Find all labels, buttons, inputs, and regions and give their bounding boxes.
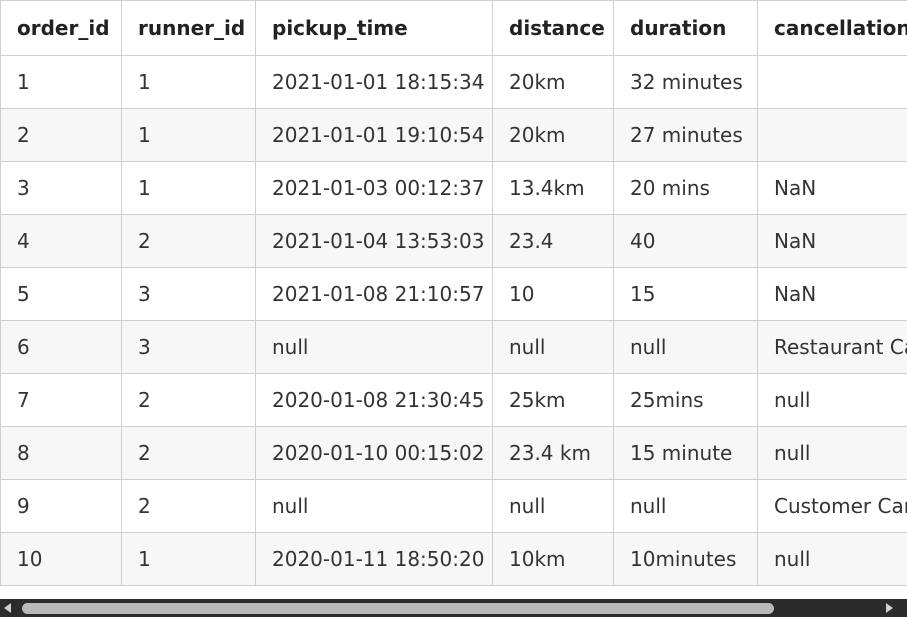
cell-pickup-time: null [255,479,493,533]
cell-duration: 40 [613,214,758,268]
cell-order-id: 8 [0,426,122,480]
cell-cancellation: Customer Cancellation [757,479,907,533]
cell-duration: 32 minutes [613,55,758,109]
cell-distance: 20km [492,108,614,162]
cell-duration: 20 mins [613,161,758,215]
cell-distance: 25km [492,373,614,427]
column-header-runner-id[interactable]: runner_id [121,0,256,56]
cell-distance: null [492,320,614,374]
cell-runner-id: 2 [121,426,256,480]
table-row: 7 2 2020-01-08 21:30:45 25km 25mins null [0,373,907,427]
cell-duration: 27 minutes [613,108,758,162]
cell-pickup-time: 2021-01-01 18:15:34 [255,55,493,109]
column-header-duration[interactable]: duration [613,0,758,56]
table-row: 10 1 2020-01-11 18:50:20 10km 10minutes … [0,532,907,586]
cell-runner-id: 1 [121,532,256,586]
table-row: 9 2 null null null Customer Cancellation [0,479,907,533]
cell-cancellation: NaN [757,161,907,215]
cell-duration: 25mins [613,373,758,427]
cell-duration: 15 minute [613,426,758,480]
cell-distance: 13.4km [492,161,614,215]
table-row: 6 3 null null null Restaurant Cancellati… [0,320,907,374]
cell-pickup-time: 2020-01-08 21:30:45 [255,373,493,427]
cell-order-id: 10 [0,532,122,586]
column-header-distance[interactable]: distance [492,0,614,56]
table-row: 5 3 2021-01-08 21:10:57 10 15 NaN [0,267,907,321]
runner-orders-table: order_id runner_id pickup_time distance … [0,0,907,586]
cell-cancellation: NaN [757,267,907,321]
cell-runner-id: 1 [121,161,256,215]
cell-distance: 23.4 [492,214,614,268]
cell-order-id: 7 [0,373,122,427]
cell-pickup-time: 2021-01-04 13:53:03 [255,214,493,268]
cell-pickup-time: 2020-01-11 18:50:20 [255,532,493,586]
cell-runner-id: 2 [121,479,256,533]
cell-runner-id: 1 [121,108,256,162]
cell-order-id: 4 [0,214,122,268]
cell-pickup-time: 2021-01-08 21:10:57 [255,267,493,321]
cell-duration: 10minutes [613,532,758,586]
cell-runner-id: 2 [121,214,256,268]
cell-runner-id: 2 [121,373,256,427]
cell-distance: 23.4 km [492,426,614,480]
scrollbar-thumb[interactable] [22,603,774,614]
cell-cancellation: null [757,426,907,480]
cell-cancellation [757,108,907,162]
column-header-order-id[interactable]: order_id [0,0,122,56]
horizontal-scrollbar[interactable] [0,599,907,617]
column-header-cancellation[interactable]: cancellation [757,0,907,56]
cell-pickup-time: 2020-01-10 00:15:02 [255,426,493,480]
cell-distance: 10km [492,532,614,586]
cell-runner-id: 1 [121,55,256,109]
cell-duration: null [613,320,758,374]
table-row: 1 1 2021-01-01 18:15:34 20km 32 minutes [0,55,907,109]
chevron-left-icon[interactable] [4,603,11,613]
cell-distance: 10 [492,267,614,321]
table-row: 2 1 2021-01-01 19:10:54 20km 27 minutes [0,108,907,162]
cell-pickup-time: 2021-01-03 00:12:37 [255,161,493,215]
cell-runner-id: 3 [121,267,256,321]
cell-pickup-time: null [255,320,493,374]
cell-order-id: 3 [0,161,122,215]
cell-order-id: 5 [0,267,122,321]
cell-cancellation: NaN [757,214,907,268]
cell-duration: null [613,479,758,533]
cell-cancellation: Restaurant Cancellation [757,320,907,374]
cell-cancellation [757,55,907,109]
chevron-right-icon[interactable] [886,603,893,613]
cell-order-id: 6 [0,320,122,374]
cell-order-id: 9 [0,479,122,533]
cell-order-id: 1 [0,55,122,109]
data-table-viewport: order_id runner_id pickup_time distance … [0,0,907,586]
cell-duration: 15 [613,267,758,321]
cell-cancellation: null [757,373,907,427]
table-row: 8 2 2020-01-10 00:15:02 23.4 km 15 minut… [0,426,907,480]
cell-distance: null [492,479,614,533]
table-header-row: order_id runner_id pickup_time distance … [0,0,907,56]
column-header-pickup-time[interactable]: pickup_time [255,0,493,56]
table-row: 3 1 2021-01-03 00:12:37 13.4km 20 mins N… [0,161,907,215]
cell-order-id: 2 [0,108,122,162]
cell-pickup-time: 2021-01-01 19:10:54 [255,108,493,162]
cell-runner-id: 3 [121,320,256,374]
cell-cancellation: null [757,532,907,586]
cell-distance: 20km [492,55,614,109]
table-row: 4 2 2021-01-04 13:53:03 23.4 40 NaN [0,214,907,268]
